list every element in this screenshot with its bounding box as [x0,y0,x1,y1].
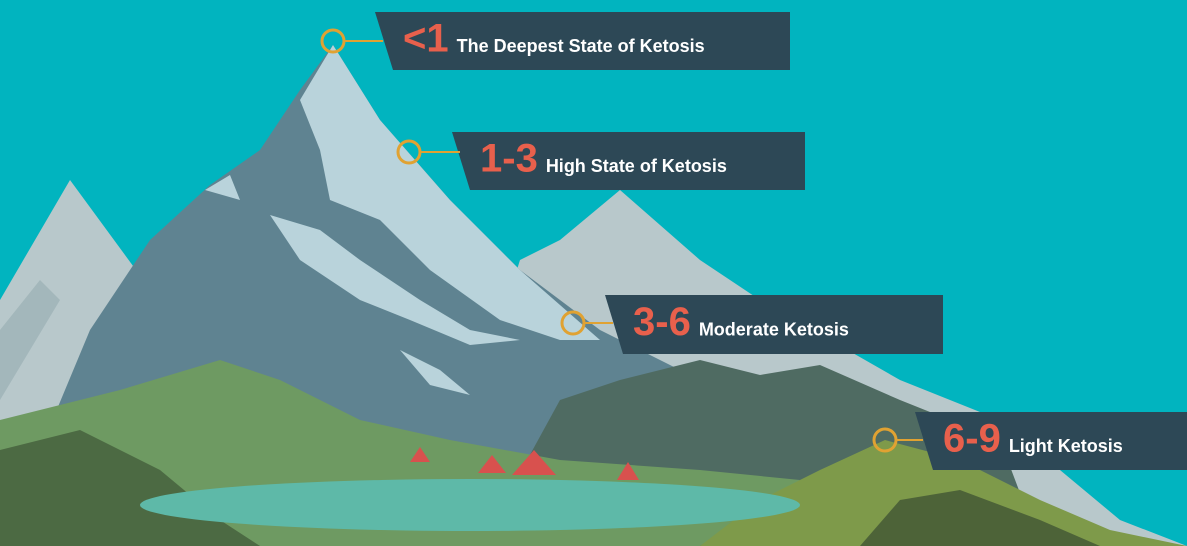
level-number: <1 [403,17,449,61]
level-text: High State of Ketosis [546,156,727,176]
page: {"labels": [ {"number": "<1", "text": "T… [0,0,1187,546]
level-text: Moderate Ketosis [699,319,849,339]
lake [140,479,800,531]
level-number: 1-3 [480,137,538,181]
level-text: The Deepest State of Ketosis [457,36,705,56]
ketosis-mountain: <1 The Deepest State of Ketosis 1-3 High St… [0,0,1187,546]
level-number: 3-6 [633,300,691,344]
level-number: 6-9 [943,417,1001,461]
level-text: Light Ketosis [1009,436,1123,456]
label-callout: <1 The Deepest State of Ketosis [322,12,790,70]
